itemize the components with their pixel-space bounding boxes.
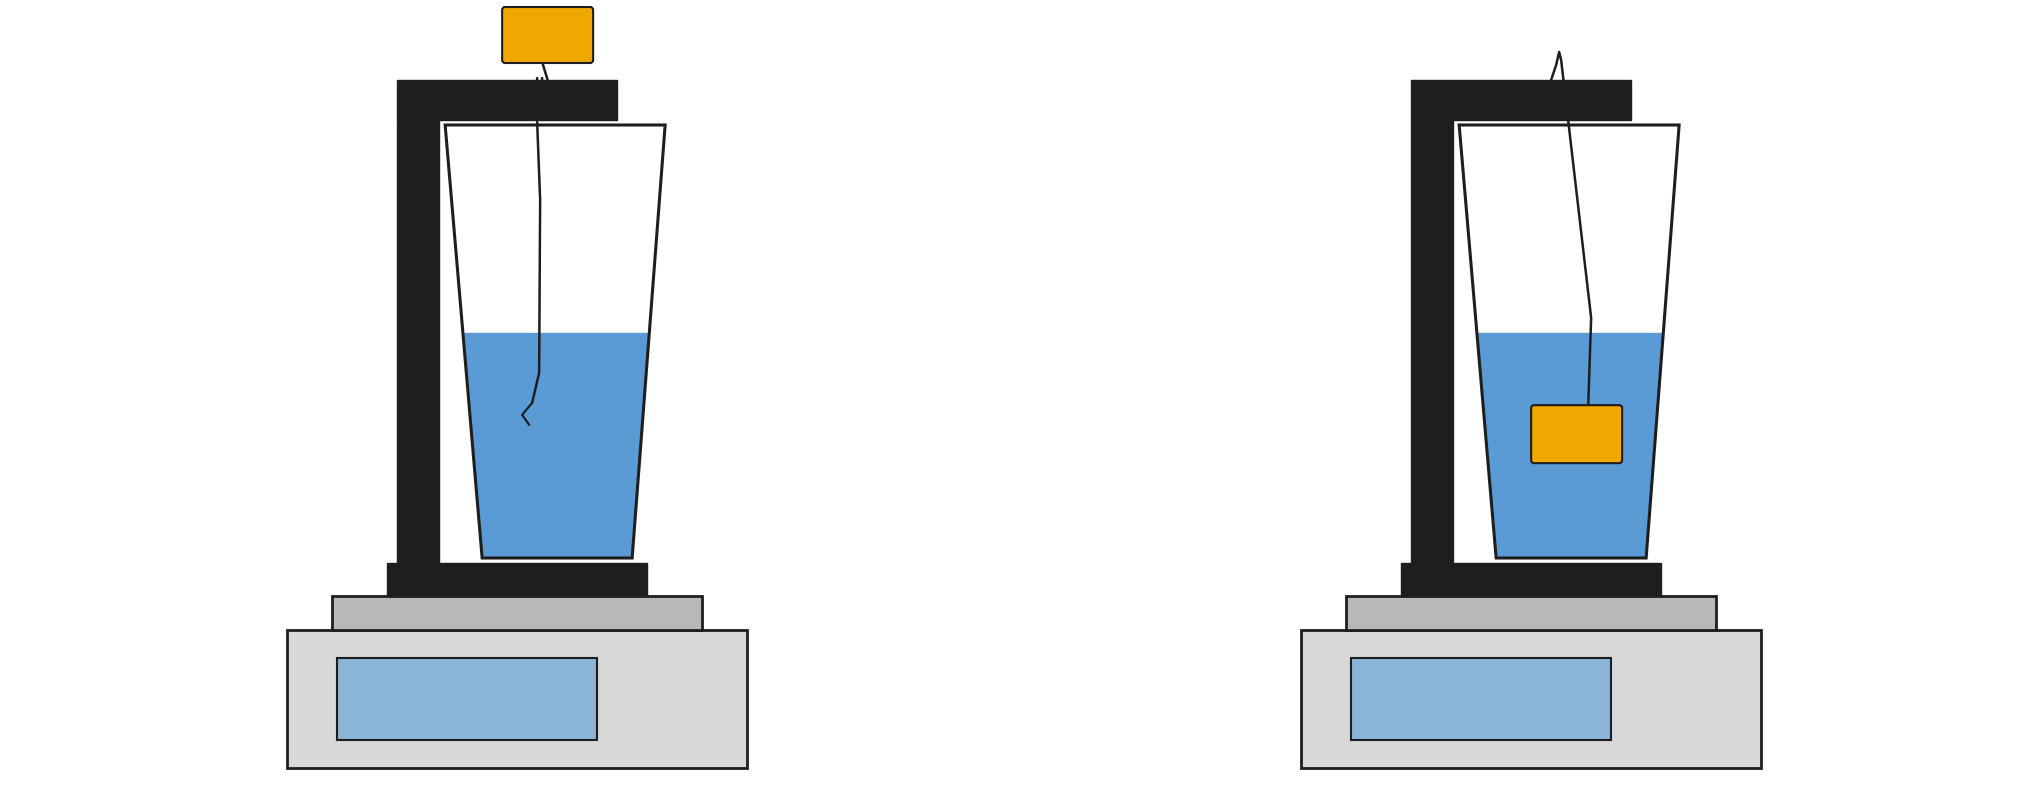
Bar	[397, 80, 617, 120]
Bar	[1411, 120, 1454, 563]
Bar	[397, 120, 440, 563]
Bar	[1347, 596, 1716, 630]
Bar	[337, 658, 596, 740]
Polygon shape	[1476, 333, 1663, 558]
Bar	[1411, 80, 1631, 120]
FancyBboxPatch shape	[1531, 405, 1622, 464]
Bar	[1351, 658, 1610, 740]
Bar	[387, 563, 647, 596]
FancyBboxPatch shape	[503, 7, 592, 63]
Polygon shape	[462, 333, 649, 558]
Bar	[1401, 563, 1661, 596]
Bar	[288, 630, 746, 768]
Bar	[333, 596, 702, 630]
Bar	[1302, 630, 1760, 768]
